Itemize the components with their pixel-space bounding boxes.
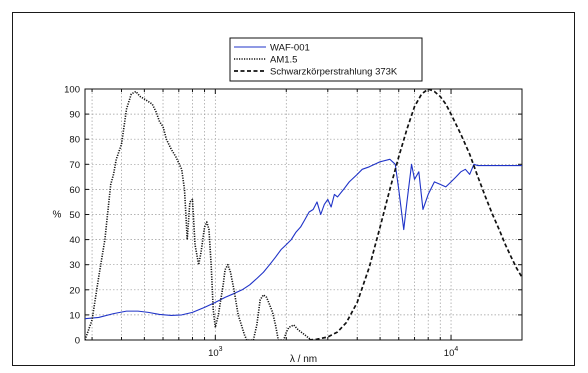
x-tick-label: 103 [208,346,223,359]
axes: 0 10 20 30 40 50 60 70 80 90 100 103 104 [64,85,522,359]
legend-label: WAF-001 [270,43,310,54]
figure-frame: 0 10 20 30 40 50 60 70 80 90 100 103 104 λ / nm % WA… [12,12,575,366]
series-line-2 [85,90,312,340]
series-line-3 [309,89,522,340]
y-tick-label: 80 [69,135,80,146]
grid [85,89,522,340]
y-tick-label: 60 [69,185,80,196]
y-axis-label: % [53,210,62,221]
y-tick-label: 0 [75,336,80,347]
legend-label: AM1.5 [270,55,297,66]
y-tick-label: 40 [69,235,80,246]
y-tick-label: 50 [69,210,80,221]
x-axis-label: λ / nm [290,354,317,365]
y-tick-label: 70 [69,160,80,171]
series-line-1 [85,158,522,320]
legend-label: Schwarzkörperstrahlung 373K [270,67,398,78]
y-tick-label: 10 [69,310,80,321]
y-tick-label: 30 [69,260,80,271]
x-tick-label: 104 [444,346,459,359]
y-tick-label: 100 [64,85,80,96]
line-chart: 0 10 20 30 40 50 60 70 80 90 100 103 104 λ / nm % WA… [53,37,523,365]
y-tick-label: 20 [69,285,80,296]
series-lines [85,89,522,340]
y-tick-label: 90 [69,110,80,121]
